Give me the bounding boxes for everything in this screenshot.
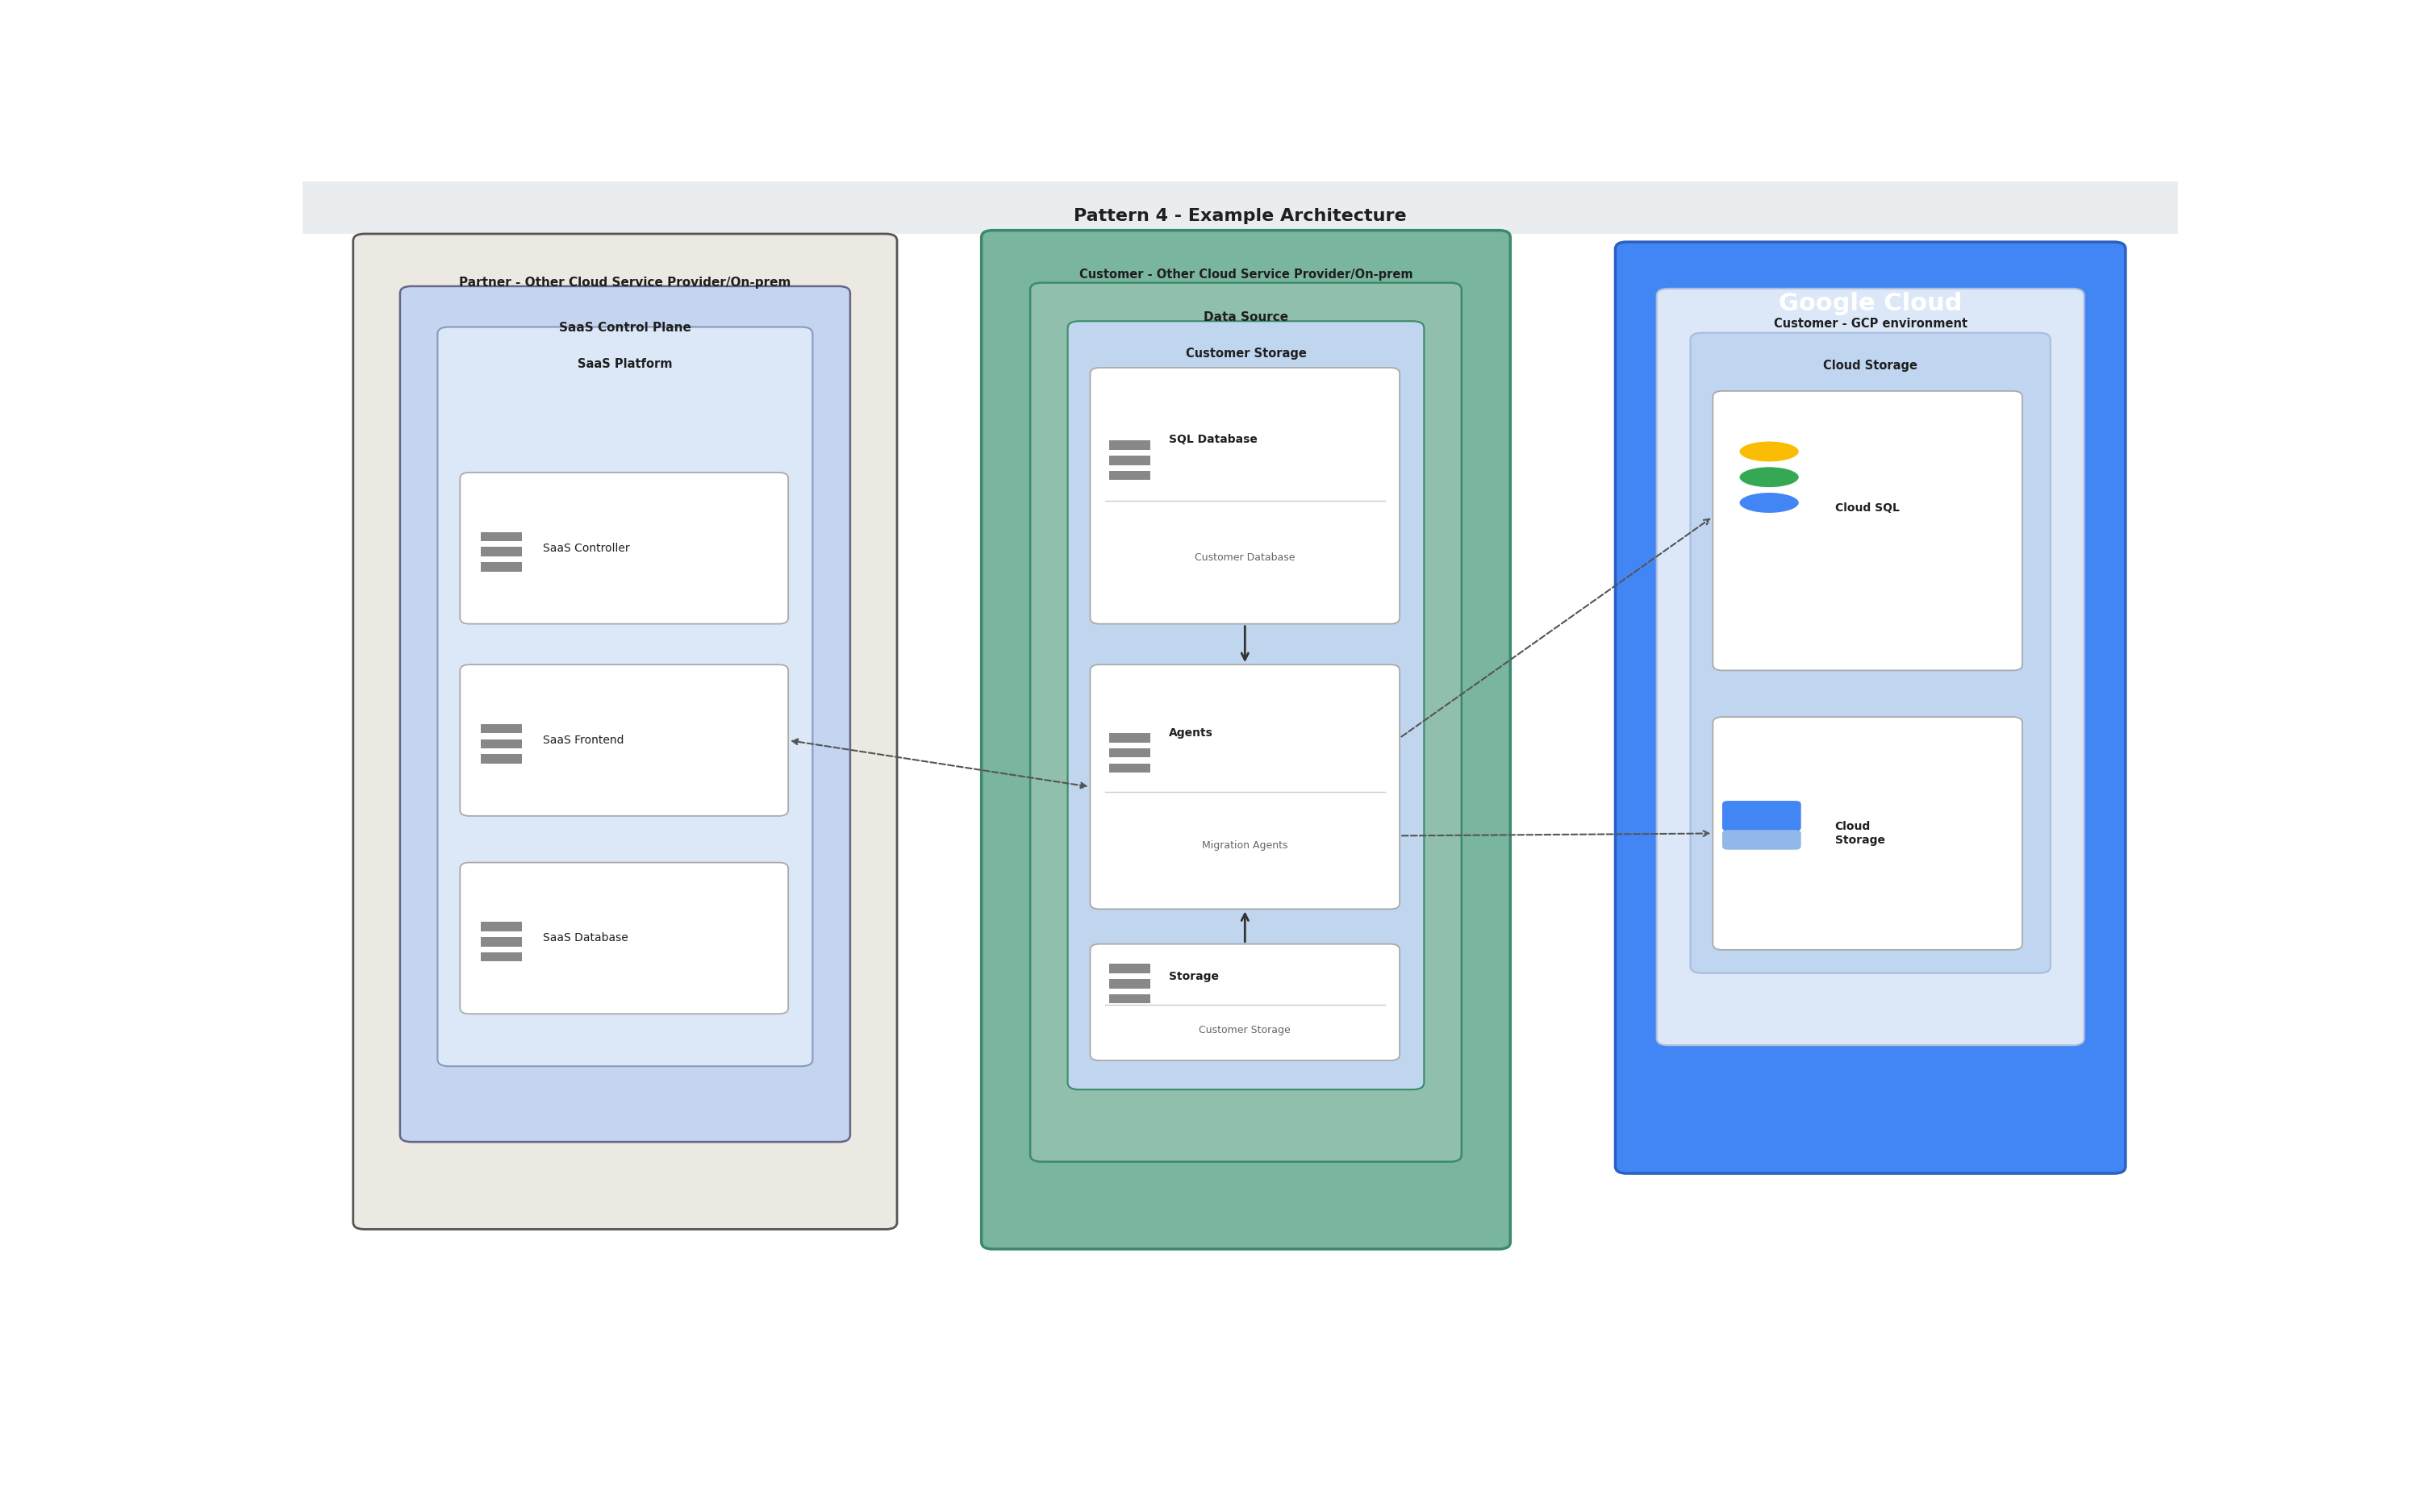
Text: SQL Database: SQL Database <box>1169 434 1258 445</box>
FancyBboxPatch shape <box>1713 717 2023 950</box>
FancyBboxPatch shape <box>353 234 898 1229</box>
Ellipse shape <box>1740 442 1798 463</box>
Bar <box>482 562 523 572</box>
Text: Cloud Storage: Cloud Storage <box>1822 360 1917 372</box>
Bar <box>1108 764 1149 773</box>
Bar <box>1108 455 1149 466</box>
Text: Google Cloud: Google Cloud <box>1779 292 1963 316</box>
Bar <box>1108 440 1149 451</box>
Bar <box>482 532 523 541</box>
FancyBboxPatch shape <box>1089 665 1399 909</box>
Bar <box>482 547 523 556</box>
Text: Customer - Other Cloud Service Provider/On-prem: Customer - Other Cloud Service Provider/… <box>1079 269 1413 281</box>
FancyBboxPatch shape <box>1723 830 1800 850</box>
Text: SaaS Database: SaaS Database <box>542 933 627 943</box>
Text: Cloud
Storage: Cloud Storage <box>1834 821 1885 845</box>
FancyBboxPatch shape <box>1067 321 1423 1090</box>
FancyBboxPatch shape <box>1089 943 1399 1060</box>
Bar <box>482 754 523 764</box>
Ellipse shape <box>1740 493 1798 513</box>
FancyBboxPatch shape <box>460 665 789 816</box>
Text: Agents: Agents <box>1169 727 1212 739</box>
FancyBboxPatch shape <box>1031 283 1462 1161</box>
Bar <box>1108 470 1149 481</box>
FancyBboxPatch shape <box>460 472 789 624</box>
Bar <box>1108 978 1149 989</box>
FancyBboxPatch shape <box>1689 333 2050 974</box>
Text: Data Source: Data Source <box>1203 311 1287 324</box>
FancyBboxPatch shape <box>1713 392 2023 670</box>
FancyBboxPatch shape <box>399 286 849 1142</box>
Text: Partner - Other Cloud Service Provider/On-prem: Partner - Other Cloud Service Provider/O… <box>460 277 791 289</box>
Bar <box>482 922 523 931</box>
Text: Pattern 4 - Example Architecture: Pattern 4 - Example Architecture <box>1074 209 1406 224</box>
Text: Storage: Storage <box>1169 971 1220 983</box>
Text: Cloud SQL: Cloud SQL <box>1834 502 1900 514</box>
Ellipse shape <box>1740 467 1798 488</box>
Bar <box>1108 733 1149 742</box>
FancyBboxPatch shape <box>438 327 813 1066</box>
FancyBboxPatch shape <box>1723 801 1800 832</box>
FancyBboxPatch shape <box>1617 242 2125 1173</box>
Text: Customer - GCP environment: Customer - GCP environment <box>1774 318 1967 330</box>
Bar <box>482 953 523 962</box>
Text: Customer Storage: Customer Storage <box>1198 1025 1290 1036</box>
FancyBboxPatch shape <box>460 862 789 1015</box>
Text: SaaS Controller: SaaS Controller <box>542 543 629 553</box>
Bar <box>1108 963 1149 974</box>
Bar <box>302 181 2178 234</box>
Bar <box>482 724 523 733</box>
FancyBboxPatch shape <box>1658 289 2084 1045</box>
Bar <box>482 739 523 748</box>
FancyBboxPatch shape <box>983 230 1510 1249</box>
Text: Customer Storage: Customer Storage <box>1186 348 1307 360</box>
Text: SaaS Platform: SaaS Platform <box>578 358 673 370</box>
Text: Migration Agents: Migration Agents <box>1203 841 1287 851</box>
Bar <box>482 937 523 947</box>
Text: Customer Database: Customer Database <box>1195 552 1295 562</box>
Text: SaaS Frontend: SaaS Frontend <box>542 735 624 745</box>
FancyBboxPatch shape <box>1089 367 1399 624</box>
Bar <box>1108 748 1149 758</box>
Bar <box>1108 993 1149 1004</box>
Text: SaaS Control Plane: SaaS Control Plane <box>559 322 692 334</box>
